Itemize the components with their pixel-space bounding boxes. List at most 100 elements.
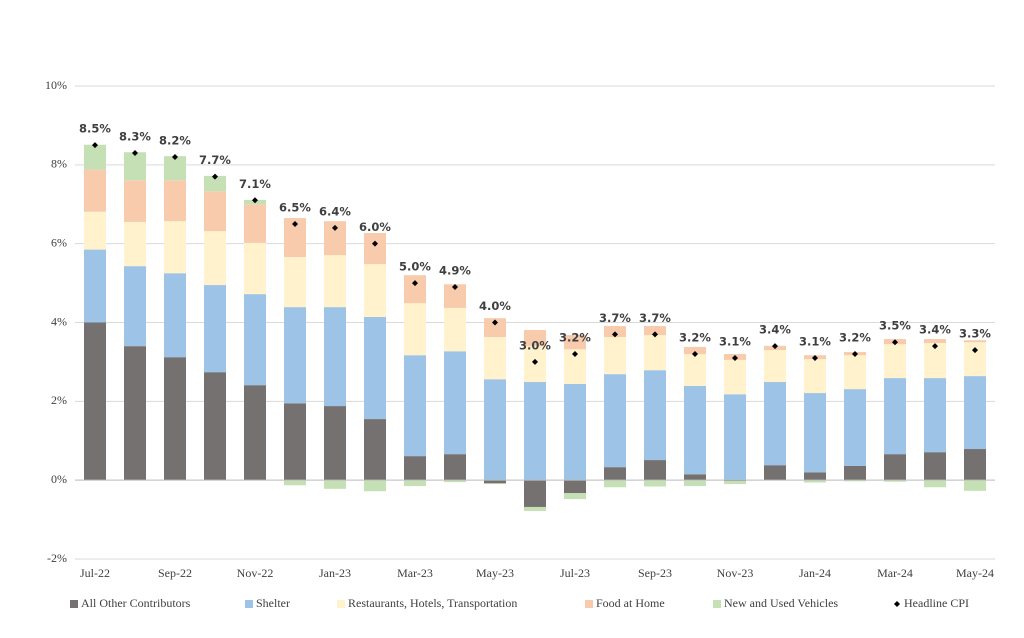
bar-segment [964, 342, 986, 377]
y-tick-label: 2% [51, 393, 67, 407]
bar-segment [484, 318, 506, 338]
bar-segment [204, 175, 226, 192]
bar-segment [964, 449, 986, 481]
cpi-marker [732, 354, 738, 361]
bar-segment [164, 221, 186, 274]
bar-segment [84, 169, 106, 212]
cpi-marker [252, 197, 258, 204]
cpi-marker [412, 280, 418, 287]
x-tick-label: Jan-23 [319, 566, 351, 580]
cpi-marker [532, 358, 538, 365]
bar-segment [964, 340, 986, 343]
bar-segment [364, 480, 386, 492]
y-tick-label: 8% [51, 157, 67, 171]
bar-segment [724, 480, 746, 485]
bar-segment [764, 382, 786, 466]
bar-segment [364, 264, 386, 317]
bar-segment [484, 379, 506, 481]
legend-swatch [713, 600, 721, 608]
data-label: 3.7% [599, 311, 631, 325]
data-label: 7.1% [239, 177, 271, 191]
bar-segment [804, 472, 826, 481]
bar-segment [124, 346, 146, 481]
bar-segment [204, 231, 226, 286]
bar-segment [924, 342, 946, 379]
bar-segment [124, 266, 146, 347]
bar-segment [644, 480, 666, 487]
cpi-marker [572, 351, 578, 358]
cpi-marker [372, 240, 378, 247]
cpi-marker [492, 319, 498, 326]
bar-segment [684, 474, 706, 481]
bar-segment [484, 483, 506, 485]
cpi-marker [132, 150, 138, 157]
bar-segment [564, 335, 586, 350]
bar-segment [604, 480, 626, 488]
cpi-marker [332, 224, 338, 231]
x-tick-label: Jul-22 [80, 566, 110, 580]
bar-segment [444, 454, 466, 481]
data-label: 6.5% [279, 200, 311, 214]
bar-segment [524, 506, 546, 511]
bar-segment [164, 180, 186, 222]
data-label: 3.4% [919, 323, 951, 337]
bar-segment [404, 303, 426, 356]
bar-segment [924, 480, 946, 488]
bar-segment [324, 307, 346, 407]
cpi-marker [172, 153, 178, 160]
bar-segment [244, 204, 266, 243]
bar-segment [244, 294, 266, 386]
bar-segment [604, 337, 626, 375]
bar-segment [404, 275, 426, 304]
bar-segment [204, 372, 226, 481]
cpi-marker [292, 220, 298, 227]
x-tick-label: Nov-23 [717, 566, 754, 580]
cpi-marker [812, 354, 818, 361]
bar-segment [404, 480, 426, 487]
bar-segment [684, 354, 706, 386]
bar-segment [284, 257, 306, 308]
cpi-marker [852, 351, 858, 358]
bar-segment [284, 480, 306, 486]
bar-segment [444, 284, 466, 308]
data-label: 6.4% [319, 204, 351, 218]
bar-segment [844, 480, 866, 482]
bar-segment [164, 273, 186, 358]
bar-segment [684, 385, 706, 475]
bar-segment [524, 382, 546, 481]
bar-segment [284, 307, 306, 404]
data-label: 3.2% [679, 331, 711, 345]
bar-segment [804, 480, 826, 483]
bar-segment [564, 383, 586, 481]
legend-label: Restaurants, Hotels, Transportation [348, 596, 517, 610]
x-tick-label: Jan-24 [799, 566, 831, 580]
bar-segment [484, 480, 506, 484]
bar-segment [404, 355, 426, 457]
bar-segment [724, 359, 746, 395]
bar-segment [444, 307, 466, 352]
y-tick-label: 0% [51, 472, 67, 486]
bar-segment [644, 326, 666, 336]
data-label: 3.1% [719, 334, 751, 348]
data-label: 4.0% [479, 299, 511, 313]
data-label: 3.2% [839, 331, 871, 345]
x-tick-label: Mar-24 [877, 566, 913, 580]
bar-segment [884, 378, 906, 455]
bar-segment [604, 374, 626, 468]
bar-segment [124, 180, 146, 222]
y-tick-label: 4% [51, 314, 67, 328]
cpi-marker [212, 173, 218, 180]
bar-segment [324, 480, 346, 489]
data-label: 3.0% [519, 338, 551, 352]
bar-segment [484, 337, 506, 380]
y-tick-label: 10% [45, 78, 67, 92]
bar-segment [324, 221, 346, 256]
data-label: 3.1% [799, 334, 831, 348]
data-label: 5.0% [399, 260, 431, 274]
cpi-marker [972, 347, 978, 354]
bar-segment [684, 346, 706, 355]
bar-segment [84, 322, 106, 481]
bar-segment [324, 406, 346, 481]
bar-segment [524, 329, 546, 347]
bar-segment [964, 376, 986, 450]
